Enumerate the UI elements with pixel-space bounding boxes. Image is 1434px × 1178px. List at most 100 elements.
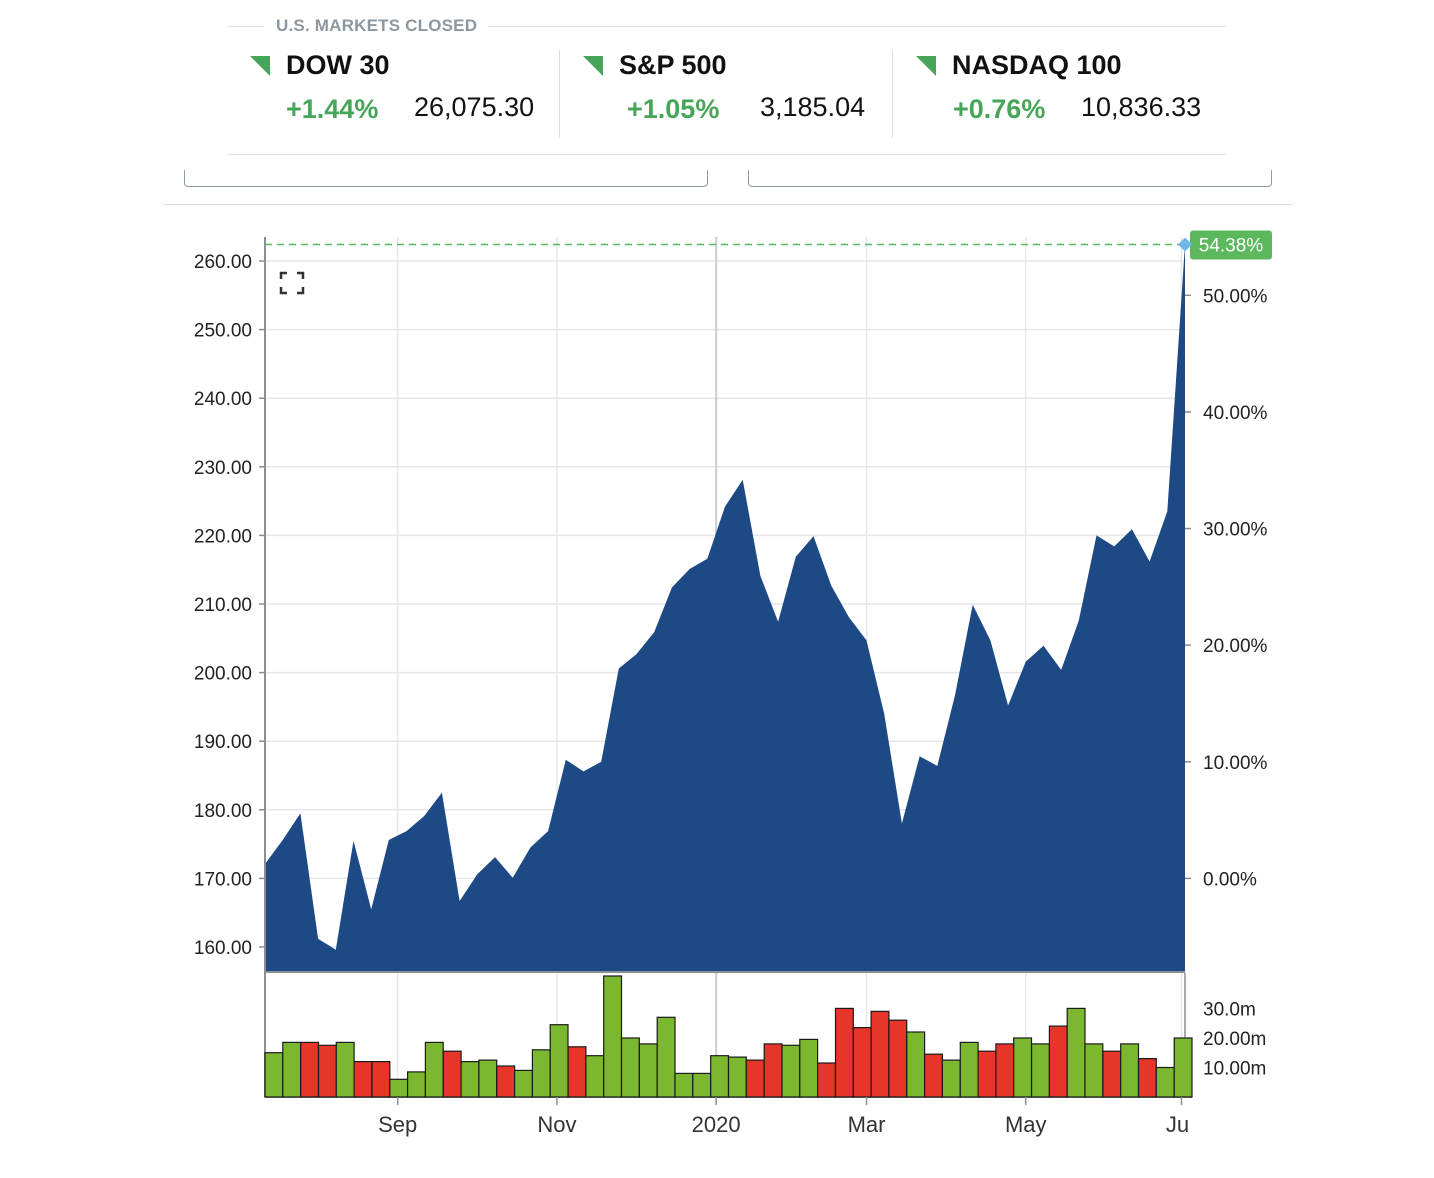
page-divider <box>164 204 1292 205</box>
index-name: NASDAQ 100 <box>952 50 1122 80</box>
volume-bar <box>1137 1057 1157 1098</box>
percent-tick-label: 0.00% <box>1203 869 1257 890</box>
volume-bar <box>531 1049 551 1098</box>
volume-bar <box>656 1016 676 1098</box>
volume-bar <box>335 1041 355 1098</box>
price-tick-label: 170.00 <box>194 869 252 890</box>
volume-bar <box>888 1019 908 1098</box>
price-tick-label: 180.00 <box>194 801 252 822</box>
volume-bar <box>1048 1025 1068 1098</box>
volume-bar <box>727 1056 747 1098</box>
volume-bar <box>1120 1043 1140 1098</box>
volume-tick-label: 30.0m <box>1203 999 1256 1020</box>
volume-bar <box>977 1050 997 1098</box>
volume-bar <box>834 1007 854 1098</box>
index-sp500[interactable]: S&P 500 +1.05% 3,185.04 <box>561 48 891 140</box>
index-divider <box>559 50 560 138</box>
volume-bar <box>567 1046 587 1098</box>
volume-bar <box>407 1071 427 1098</box>
volume-bar <box>1084 1043 1104 1098</box>
percent-tick-label: 50.00% <box>1203 286 1268 307</box>
date-tick-label: Mar <box>848 1112 886 1137</box>
price-area-series <box>265 244 1185 971</box>
volume-bar <box>282 1041 302 1098</box>
volume-bar <box>442 1050 462 1098</box>
percent-tick-label: 40.00% <box>1203 403 1268 424</box>
price-tick-label: 250.00 <box>194 321 252 342</box>
volume-bar <box>674 1072 694 1098</box>
volume-bar <box>620 1037 640 1098</box>
header-divider-top <box>228 26 1226 27</box>
index-dow[interactable]: DOW 30 +1.44% 26,075.30 <box>228 48 558 140</box>
index-value: 26,075.30 <box>414 92 535 122</box>
volume-tick-label: 10.00m <box>1203 1058 1266 1079</box>
volume-bars <box>264 975 1193 1098</box>
percent-tick-label: 20.00% <box>1203 636 1268 657</box>
panel-tab-right[interactable] <box>748 170 1272 187</box>
volume-bar <box>1155 1066 1175 1098</box>
volume-bar <box>389 1078 409 1098</box>
volume-bar <box>300 1041 320 1098</box>
volume-bar <box>852 1026 872 1098</box>
arrow-up-icon <box>250 56 270 76</box>
index-change: +1.05% <box>627 94 720 124</box>
volume-bar <box>745 1059 765 1098</box>
index-change: +1.44% <box>286 94 379 124</box>
date-tick-label: 2020 <box>692 1112 741 1137</box>
markets-header: U.S. MARKETS CLOSED DOW 30 +1.44% 26,075… <box>228 0 1226 158</box>
volume-bar <box>264 1052 284 1098</box>
arrow-up-icon <box>583 56 603 76</box>
badge-background <box>1190 230 1272 260</box>
volume-bar <box>585 1055 605 1098</box>
price-axis: 160.00 170.00 180.00 190.00 200.00 210.00 220.… <box>194 252 265 959</box>
price-tick-label: 200.00 <box>194 664 252 685</box>
percent-tick-label: 10.00% <box>1203 753 1268 774</box>
price-tick-label: 210.00 <box>194 595 252 616</box>
volume-bar <box>923 1053 943 1098</box>
header-divider-bottom <box>228 154 1226 155</box>
current-change-badge: 54.38% <box>1178 230 1272 260</box>
volume-bar <box>1066 1007 1086 1098</box>
index-name: DOW 30 <box>286 50 390 80</box>
volume-bar <box>549 1024 569 1098</box>
date-axis: Sep Nov 2020 Mar May Ju <box>378 1097 1189 1137</box>
price-tick-label: 240.00 <box>194 389 252 410</box>
price-tick-label: 190.00 <box>194 732 252 753</box>
index-value: 3,185.04 <box>760 92 866 122</box>
panel-tab-left[interactable] <box>184 170 708 187</box>
volume-bar <box>424 1041 444 1098</box>
price-tick-label: 260.00 <box>194 252 252 273</box>
price-tick-label: 230.00 <box>194 458 252 479</box>
index-value: 10,836.33 <box>1081 92 1202 122</box>
volume-axis: 10.00m 20.00m 30.0m <box>1203 999 1266 1079</box>
market-status: U.S. MARKETS CLOSED <box>264 16 490 36</box>
volume-bar <box>513 1069 533 1098</box>
expand-icon[interactable] <box>279 271 305 295</box>
volume-bar <box>460 1060 480 1098</box>
volume-bar <box>799 1038 819 1098</box>
volume-bar <box>496 1065 516 1098</box>
volume-bar <box>371 1060 391 1098</box>
volume-bar <box>603 975 623 1098</box>
volume-bar <box>710 1055 730 1098</box>
index-nasdaq[interactable]: NASDAQ 100 +0.76% 10,836.33 <box>894 48 1224 140</box>
volume-bar <box>995 1043 1015 1098</box>
volume-bar <box>638 1043 658 1098</box>
badge-label: 54.38% <box>1199 236 1264 257</box>
volume-bar <box>692 1072 712 1098</box>
date-tick-label: Ju <box>1166 1112 1189 1137</box>
volume-bar <box>763 1043 783 1098</box>
arrow-up-icon <box>916 56 936 76</box>
price-tick-label: 220.00 <box>194 526 252 547</box>
current-point-marker <box>1178 237 1192 252</box>
date-tick-label: Sep <box>378 1112 417 1137</box>
index-change: +0.76% <box>953 94 1046 124</box>
volume-tick-label: 20.00m <box>1203 1029 1266 1050</box>
date-tick-label: May <box>1005 1112 1047 1137</box>
volume-bar <box>959 1041 979 1098</box>
volume-bar <box>1013 1037 1033 1098</box>
percent-axis: 0.00% 10.00% 20.00% 30.00% 40.00% 50.00% <box>1185 286 1268 890</box>
volume-bar <box>1030 1043 1050 1098</box>
percent-tick-label: 30.00% <box>1203 520 1268 541</box>
